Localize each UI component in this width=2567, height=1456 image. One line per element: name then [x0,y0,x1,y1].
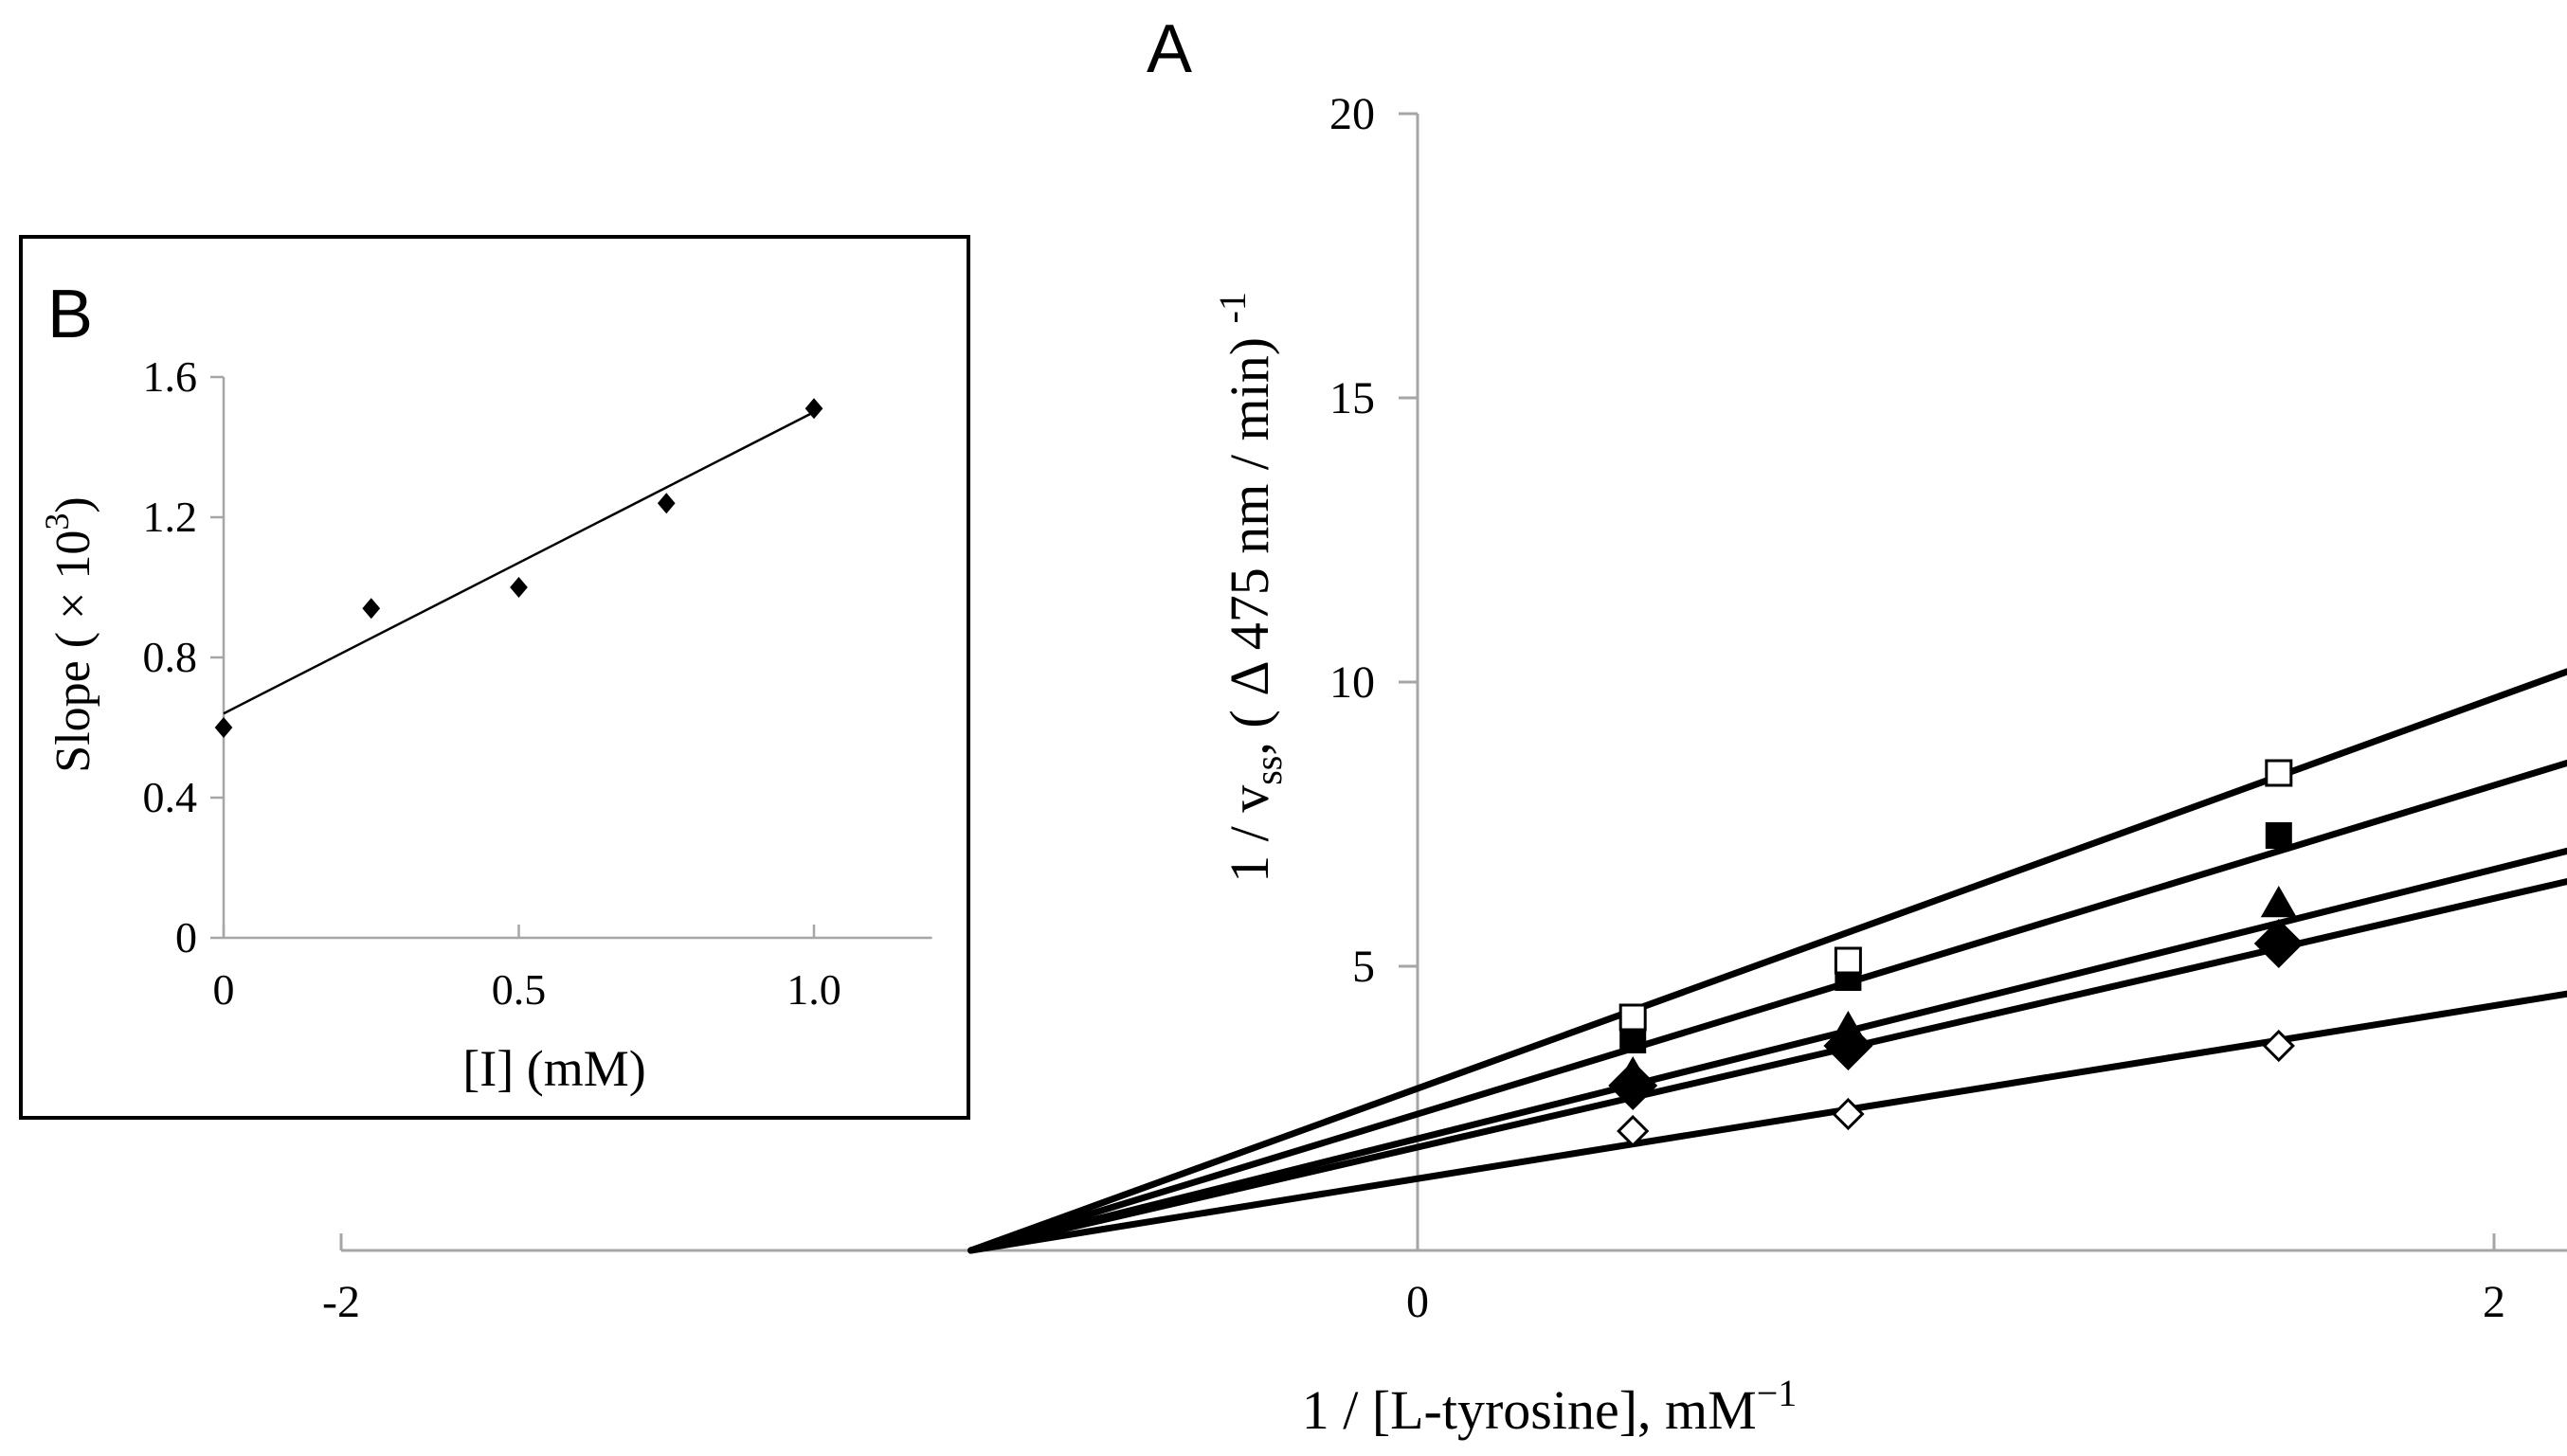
panel-a-x-tick-label: 2 [2483,1277,2505,1327]
panel-b-x-tick-label: 0 [213,965,235,1014]
panel-b-y-tick-label: 1.6 [143,352,198,401]
panel-b-y-axis-label: Slope ( × 103) [38,496,100,772]
panel-a-point-series-3 [1615,1056,1652,1088]
panel-b-data-point [804,398,823,420]
panel-b-y-tick-label: 0.8 [143,633,198,681]
panel-a-tick-labels: -20245101520 [322,89,2505,1327]
panel-b-data-point [657,493,676,514]
panel-a-y-axis-label: 1 / vss, ( Δ 475 nm / min) -1 [1211,292,1290,883]
panel-a-point-series-5 [1834,946,1862,975]
panel-a-y-tick-label: 10 [1329,657,1375,708]
panel-a-x-axis-label: 1 / [L-tyrosine], mM−1 [1302,1372,1798,1441]
panel-b-x-tick-label: 0.5 [492,965,547,1014]
panel-b-regression-line [223,410,815,715]
panel-b-label: B [47,277,93,352]
panel-a-y-tick-label: 5 [1352,942,1375,992]
panel-a-point-series-5 [2265,759,2293,787]
panel-a-fit-line-4 [967,759,2567,1254]
panel-a-point-series-5 [1618,1003,1647,1032]
panel-a-label: A [1147,11,1192,87]
panel-b-frame [19,235,970,1120]
panel-a-point-series-1 [1617,1114,1650,1148]
panel-b-x-axis-label: [I] (mM) [462,1040,645,1097]
panel-a-point-series-2 [2253,919,2304,968]
panel-a-x-tick-label: -2 [322,1277,360,1327]
panel-a-fit-line-5 [967,668,2567,1254]
panel-a-point-series-4 [2265,822,2292,849]
panel-b-data-point [510,577,528,598]
panel-b-y-tick-label: 1.2 [143,493,198,541]
panel-b-data-point [362,598,381,620]
panel-a-x-tick-label: 0 [1406,1277,1429,1327]
panel-b-data-point [214,717,233,738]
panel-a-fit-line-2 [967,877,2567,1254]
panel-b-y-tick-label: 0 [175,913,197,962]
panel-a-point-series-1 [2262,1029,2295,1063]
panel-a-point-series-3 [2260,886,2297,918]
panel-b: B 0 0.5 1.0 0 0.4 0.8 1.2 1.6 [I] (mM) Slope ( … [19,235,970,1120]
panel-b-y-tick-label: 0.4 [143,773,198,821]
panel-a-fit-lines [967,668,2567,1254]
panel-b-tick-labels: 0 0.5 1.0 0 0.4 0.8 1.2 1.6 [143,352,841,1014]
panel-b-fit-line [223,410,815,715]
panel-a-y-tick-label: 15 [1329,373,1375,423]
panel-a-y-tick-label: 20 [1329,89,1375,139]
panel-a-point-series-4 [1619,1027,1647,1053]
panel-b-axes [210,375,932,940]
panel-b-data-points [214,398,823,738]
panel-a: A -20245101520 12345 1 / [L-tyrosine], m… [322,11,2567,1441]
panel-a-data-points [1608,759,2304,1148]
panel-a-axes [339,112,2567,1252]
panel-a-point-series-1 [1832,1097,1865,1131]
panel-a-fit-line-3 [967,847,2567,1254]
panel-b-x-tick-label: 1.0 [786,965,841,1014]
panel-a-point-series-3 [1830,1011,1867,1043]
